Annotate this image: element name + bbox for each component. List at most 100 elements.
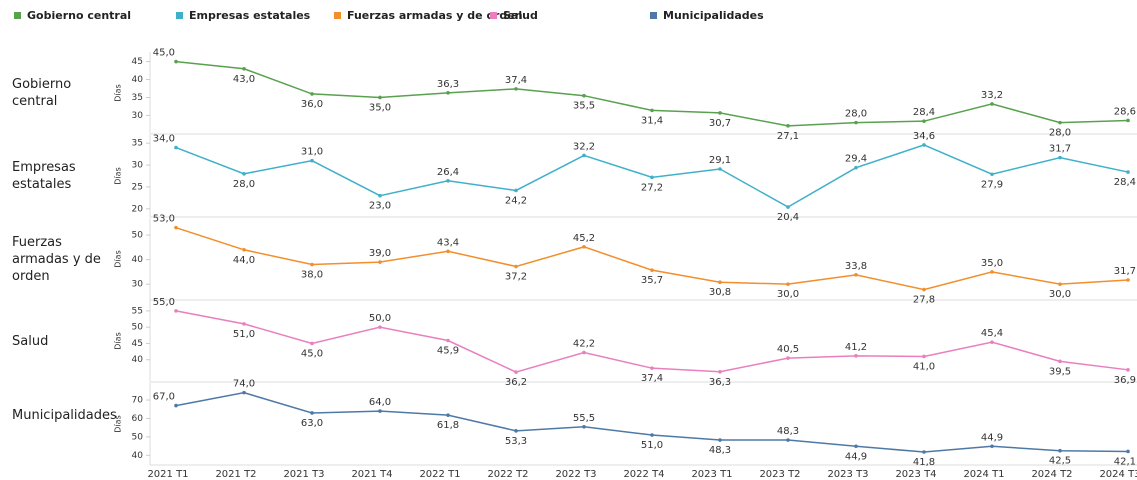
data-label: 40,5 [777,344,799,355]
data-label: 45,4 [981,328,1003,339]
point [854,165,858,170]
point [514,188,518,193]
point [446,249,450,254]
data-label: 35,5 [573,101,595,112]
x-tick-label: 2023 T2 [759,469,800,480]
point [1058,282,1062,286]
point [174,59,178,64]
data-label: 30,8 [709,287,731,298]
y-axis-label: Días [114,415,123,432]
point [514,87,518,91]
data-label: 34,6 [913,131,935,142]
y-tick-label: 40 [132,255,144,265]
y-tick-label: 25 [132,182,143,192]
data-label: 41,2 [845,342,867,353]
point [854,120,858,125]
data-label: 45,9 [437,346,459,357]
point [718,369,722,374]
point [1058,155,1062,160]
y-axis-label: Días [114,332,123,349]
row-label: Gobierno central [12,77,72,109]
point [1126,449,1130,454]
point [650,268,654,272]
point [990,172,994,177]
data-label: 36,3 [437,79,459,90]
point [446,179,450,183]
x-tick-label: 2024 T3 [1099,469,1137,480]
data-label: 45,0 [153,48,175,59]
data-label: 37,2 [505,271,527,282]
point [922,450,926,454]
y-tick-label: 35 [132,93,143,103]
data-label: 32,2 [573,141,595,152]
point [310,341,314,346]
legend-item: Salud [490,9,538,22]
data-label: 51,0 [233,329,255,340]
data-label: 28,4 [913,107,935,118]
point [582,153,586,158]
x-tick-label: 2023 T3 [827,469,868,480]
x-tick-label: 2022 T1 [419,469,460,480]
point [1126,368,1130,372]
point [1058,448,1062,453]
point [242,322,246,326]
point [854,354,858,358]
point [718,280,722,285]
data-label: 53,3 [505,436,527,447]
point [650,175,654,180]
point [650,433,654,437]
data-label: 43,4 [437,237,459,248]
data-label: 42,5 [1049,456,1071,467]
point [786,282,790,286]
point [1058,120,1062,125]
x-tick-label: 2022 T3 [555,469,596,480]
data-label: 30,0 [777,289,799,300]
legend-swatch [176,12,183,19]
line [175,310,1129,373]
data-label: 36,9 [1114,375,1136,386]
legend-label: Municipalidades [663,9,764,22]
data-label: 45,0 [301,348,323,359]
point [854,444,858,449]
x-tick-label: 2021 T3 [283,469,324,480]
point [582,245,586,249]
data-label: 37,4 [505,75,527,86]
data-label: 36,0 [301,99,323,110]
data-label: 43,0 [233,74,255,85]
point [378,193,382,198]
point [378,95,382,100]
data-label: 35,0 [369,102,391,113]
legend-label: Empresas estatales [189,9,311,22]
data-label: 31,7 [1114,266,1136,277]
x-tick-label: 2022 T2 [487,469,528,480]
legend-label: Gobierno central [27,9,132,22]
data-label: 51,0 [641,440,663,451]
point [514,370,518,374]
data-label: 45,2 [573,233,595,244]
point [310,158,314,163]
data-label: 38,0 [301,270,323,281]
y-axis-label: Días [114,84,123,101]
y-tick-label: 30 [132,280,144,290]
data-label: 64,0 [369,397,391,408]
data-label: 27,9 [981,179,1003,190]
data-label: 37,4 [641,373,663,384]
y-tick-label: 70 [132,396,144,406]
point [242,172,246,176]
data-label: 36,3 [709,377,731,388]
legend-item: Empresas estatales [176,9,310,22]
point [922,287,926,292]
data-label: 41,0 [913,361,935,372]
point [650,366,654,370]
point [378,409,382,413]
data-label: 36,2 [505,377,527,388]
point [990,270,994,274]
point [242,66,246,71]
data-label: 50,0 [369,313,391,324]
point [1058,359,1062,364]
y-tick-label: 50 [132,231,144,241]
legend-item: Gobierno central [14,9,131,22]
y-axis-label: Días [114,167,123,184]
data-label: 35,7 [641,275,663,286]
